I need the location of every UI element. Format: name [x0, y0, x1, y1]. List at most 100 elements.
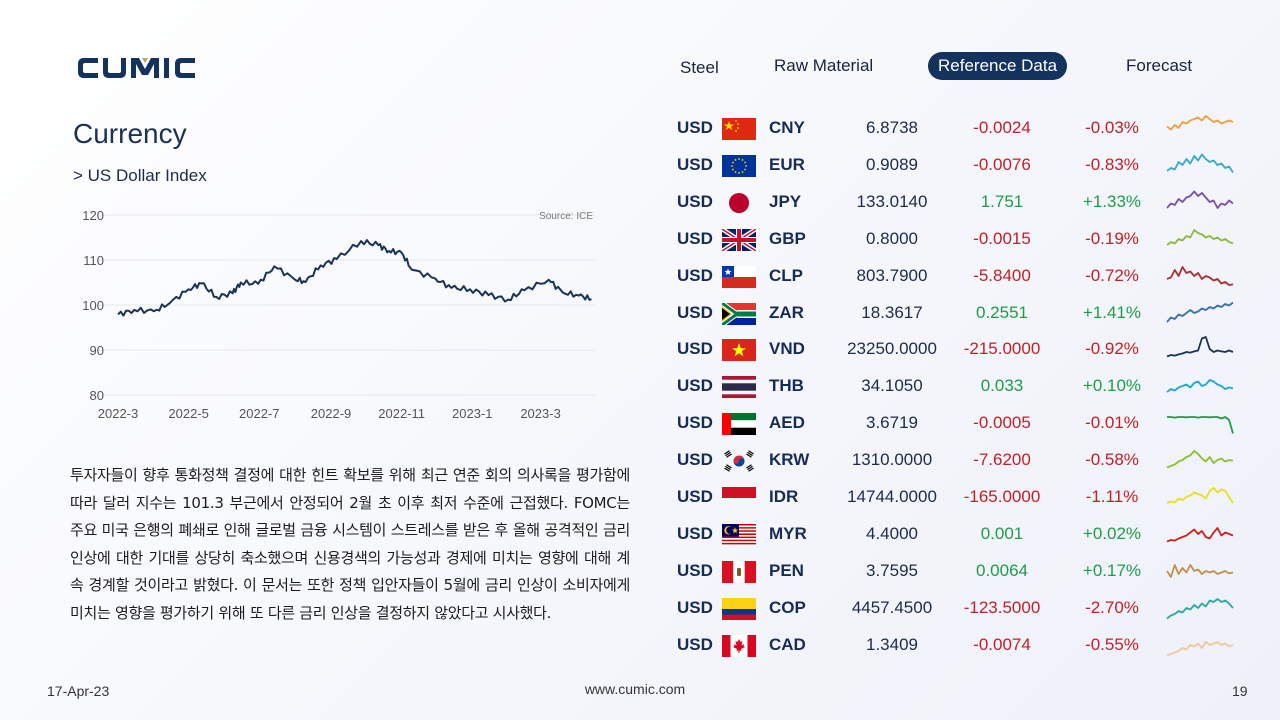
sparkline-cop [1165, 590, 1235, 626]
sparkline-thb [1165, 368, 1235, 404]
dollar-index-line [117, 239, 592, 317]
exchange-rate: 1310.0000 [851, 450, 933, 470]
sparkline-idr [1165, 479, 1235, 515]
currency-code: JPY [769, 191, 802, 211]
currency-row-idr: USD IDR 14744.0000 -165.0000 -1.11% [672, 479, 1252, 515]
exchange-rate: 14744.0000 [847, 487, 937, 506]
rate-change-pct: -0.58% [1085, 450, 1139, 470]
currency-row-pen: USD PEN 3.7595 0.0064 +0.17% [672, 553, 1252, 589]
sparkline-pen [1165, 553, 1235, 589]
sparkline-path [1166, 526, 1234, 543]
sparkline-path [1166, 640, 1234, 656]
y-tick-label: 80 [90, 388, 104, 403]
rate-change: 0.2551 [976, 302, 1028, 322]
rate-change: 1.751 [980, 191, 1024, 211]
my-flag-icon [722, 523, 756, 546]
rate-change-pct: +1.41% [1082, 302, 1142, 322]
base-currency: USD [677, 265, 713, 285]
y-tick-label: 100 [82, 298, 104, 313]
sparkline-path [1166, 597, 1234, 619]
base-currency: USD [677, 302, 713, 322]
cn-flag-icon [722, 117, 756, 140]
sparkline-aed [1165, 405, 1235, 441]
rate-change-pct: -0.83% [1085, 154, 1139, 174]
y-tick-label: 110 [83, 253, 104, 268]
gb-flag-icon [720, 226, 758, 253]
exchange-rate: 0.8000 [866, 228, 918, 248]
x-tick-label: 2022-5 [168, 406, 208, 421]
rate-change-pct: -0.19% [1085, 228, 1139, 248]
rate-change: -123.5000 [963, 597, 1041, 617]
rate-change: -165.0000 [963, 487, 1041, 506]
currency-row-thb: USD THB 34.1050 0.033 +0.10% [672, 368, 1252, 404]
dollar-index-chart-svg: 120 110 100 90 80 2022-3 2022-5 2022-7 2022-9 202… [82, 208, 595, 421]
base-currency: USD [677, 191, 713, 211]
sparkline-path [1166, 487, 1234, 504]
x-tick-label: 2022-9 [311, 406, 351, 421]
base-currency: USD [677, 376, 713, 396]
currency-code: AED [769, 413, 805, 433]
nav-reference-data[interactable]: Reference Data [928, 52, 1068, 80]
footer-url[interactable]: www.cumic.com [584, 681, 686, 697]
sparkline-path [1166, 228, 1234, 246]
currency-row-jpy: USD JPY 133.0140 1.751 +1.33% [672, 184, 1252, 220]
currency-row-eur: USD EUR 0.9089 -0.0076 -0.83% [672, 147, 1252, 183]
x-tick-label: 2023-3 [520, 406, 560, 421]
rate-change: -0.0076 [973, 154, 1031, 174]
rate-change-pct: -2.70% [1085, 597, 1139, 617]
nav-raw-material[interactable]: Raw Material [774, 56, 874, 75]
rate-change: 0.033 [980, 376, 1024, 396]
currency-row-cny: USD CNY 6.8738 -0.0024 -0.03% [672, 110, 1252, 146]
nav-steel[interactable]: Steel [680, 58, 719, 77]
rate-change-pct: -1.11% [1085, 487, 1139, 506]
ae-flag-icon [722, 412, 756, 436]
nav-forecast[interactable]: Forecast [1126, 56, 1193, 75]
jp-flag-icon [722, 191, 756, 213]
sparkline-path [1166, 115, 1234, 131]
x-tick-label: 2022-7 [239, 406, 279, 421]
rate-change: 0.0064 [976, 560, 1028, 580]
rate-change: 0.001 [980, 523, 1024, 543]
base-currency: USD [677, 597, 713, 617]
rate-change-pct: +0.02% [1082, 523, 1142, 543]
exchange-rate: 3.6719 [866, 413, 918, 433]
currency-code: CAD [769, 634, 806, 654]
rate-change-pct: -0.55% [1085, 634, 1139, 654]
sparkline-cny [1165, 110, 1235, 146]
rate-change: -0.0005 [973, 413, 1031, 433]
currency-row-aed: USD AED 3.6719 -0.0005 -0.01% [672, 405, 1252, 441]
currency-row-myr: USD MYR 4.4000 0.001 +0.02% [672, 516, 1252, 552]
rate-change: -7.6200 [973, 450, 1031, 470]
currency-code: IDR [769, 487, 799, 506]
rate-change-pct: +1.33% [1082, 191, 1142, 211]
exchange-rate: 1.3409 [866, 634, 918, 654]
sparkline-myr [1165, 516, 1235, 552]
sparkline-gbp [1165, 221, 1235, 257]
base-currency: USD [677, 450, 713, 470]
exchange-rate: 23250.0000 [847, 339, 937, 359]
currency-code: CLP [769, 265, 803, 285]
exchange-rate: 803.7900 [856, 265, 928, 285]
exchange-rate: 4.4000 [866, 523, 918, 543]
currency-code: KRW [769, 450, 810, 470]
th-flag-icon [722, 375, 756, 399]
exchange-rate: 133.0140 [856, 191, 928, 211]
currency-row-cad: USD CAD 1.3409 -0.0074 -0.55% [672, 627, 1252, 663]
exchange-rate: 0.9089 [866, 154, 918, 174]
exchange-rate: 4457.4500 [851, 597, 933, 617]
base-currency: USD [677, 413, 713, 433]
rate-change-pct: -0.92% [1085, 339, 1139, 359]
currency-code: CNY [769, 118, 805, 137]
currency-code: GBP [769, 228, 806, 248]
exchange-rate: 3.7595 [866, 560, 918, 580]
exchange-rate: 18.3617 [861, 302, 923, 322]
base-currency: USD [677, 487, 713, 506]
commentary-paragraph: 투자자들이 향후 통화정책 결정에 대한 힌트 확보를 위해 최근 연준 회의 … [70, 466, 630, 622]
chart-source-note: Source: ICE [539, 211, 593, 222]
top-nav: Steel Raw Material Reference Data Foreca… [660, 52, 1220, 82]
currency-code: COP [769, 597, 806, 617]
vn-flag-icon [722, 338, 756, 362]
x-tick-label: 2022-11 [378, 406, 425, 421]
currency-code: PEN [769, 560, 804, 580]
sparkline-path [1166, 450, 1234, 469]
